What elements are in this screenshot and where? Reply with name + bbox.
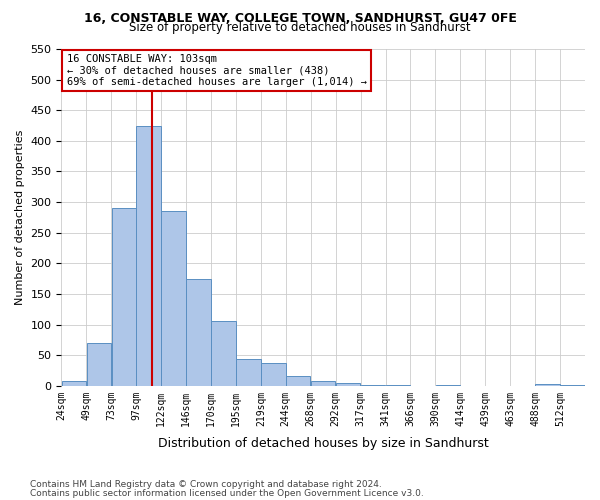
Bar [336,384,361,386]
Bar [311,382,335,386]
Text: 16, CONSTABLE WAY, COLLEGE TOWN, SANDHURST, GU47 0FE: 16, CONSTABLE WAY, COLLEGE TOWN, SANDHUR… [83,12,517,24]
Bar [86,343,111,386]
Bar [361,385,385,386]
Bar [535,384,560,386]
Bar [62,381,86,386]
Bar [161,212,186,386]
Bar [386,385,410,386]
X-axis label: Distribution of detached houses by size in Sandhurst: Distribution of detached houses by size … [158,437,488,450]
Bar [187,278,211,386]
Text: 16 CONSTABLE WAY: 103sqm
← 30% of detached houses are smaller (438)
69% of semi-: 16 CONSTABLE WAY: 103sqm ← 30% of detach… [67,54,367,88]
Bar [136,126,161,386]
Bar [236,360,260,386]
Bar [560,384,585,386]
Bar [112,208,136,386]
Text: Size of property relative to detached houses in Sandhurst: Size of property relative to detached ho… [129,22,471,35]
Y-axis label: Number of detached properties: Number of detached properties [15,130,25,305]
Bar [211,322,236,386]
Bar [436,384,460,386]
Bar [261,362,286,386]
Text: Contains HM Land Registry data © Crown copyright and database right 2024.: Contains HM Land Registry data © Crown c… [30,480,382,489]
Text: Contains public sector information licensed under the Open Government Licence v3: Contains public sector information licen… [30,488,424,498]
Bar [286,376,310,386]
